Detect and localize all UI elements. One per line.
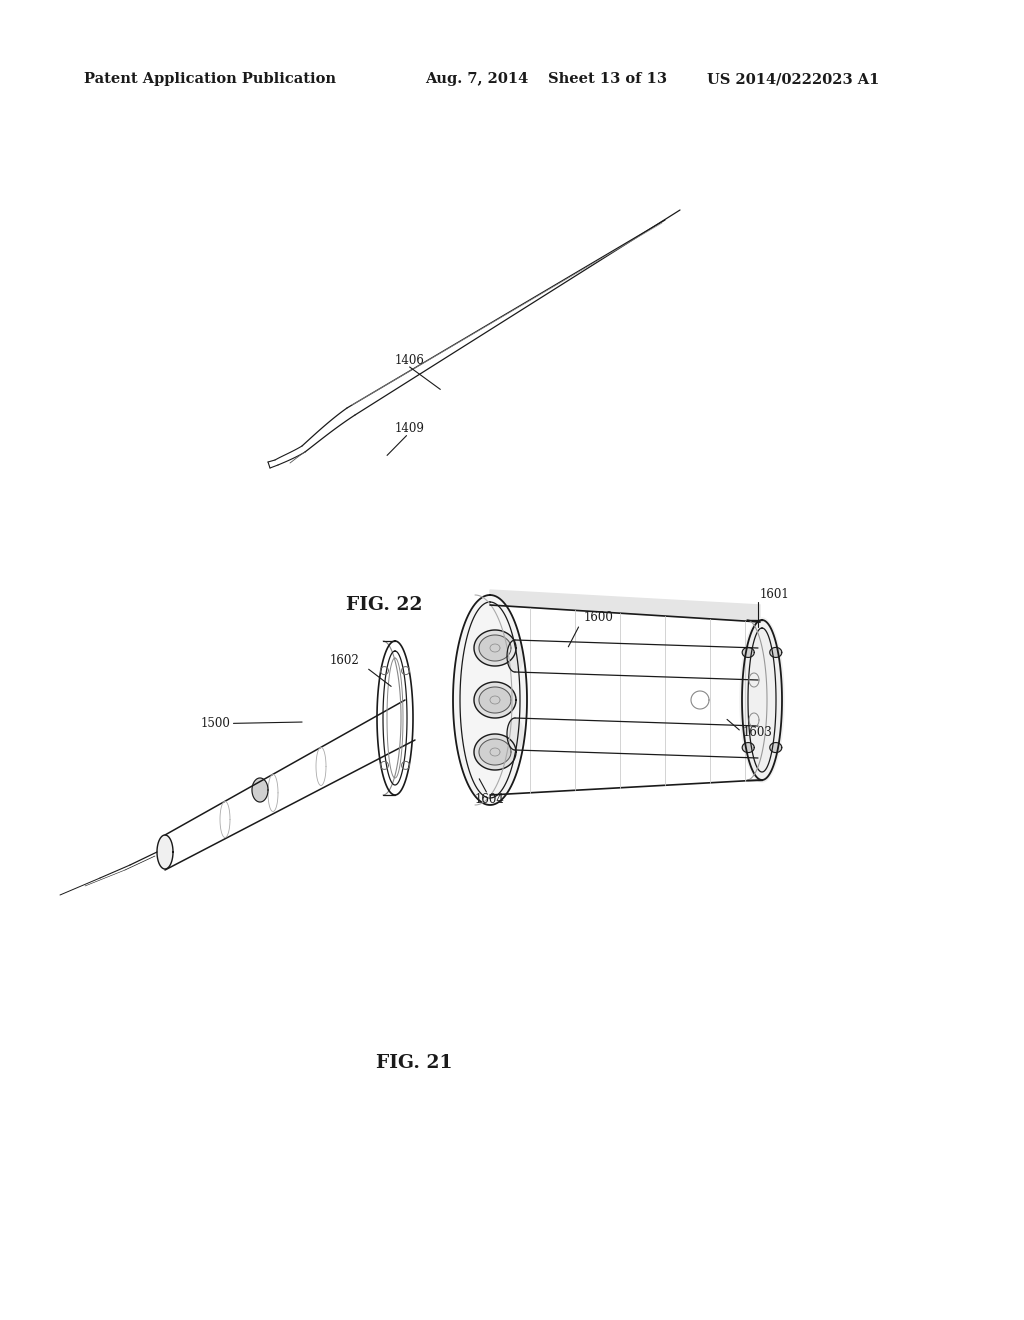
Text: 1600: 1600 [584, 611, 613, 624]
Polygon shape [742, 647, 755, 657]
Polygon shape [742, 743, 755, 752]
Text: FIG. 22: FIG. 22 [346, 595, 422, 614]
Polygon shape [474, 734, 516, 770]
Polygon shape [490, 590, 760, 622]
Polygon shape [507, 718, 523, 750]
Text: 1601: 1601 [760, 587, 790, 601]
Polygon shape [474, 682, 516, 718]
Text: Aug. 7, 2014: Aug. 7, 2014 [425, 73, 528, 86]
Text: 1603: 1603 [742, 726, 772, 739]
Text: Sheet 13 of 13: Sheet 13 of 13 [548, 73, 667, 86]
Text: 1409: 1409 [394, 422, 424, 436]
Polygon shape [479, 635, 511, 661]
Polygon shape [157, 836, 173, 869]
Polygon shape [474, 630, 516, 667]
Text: 1500: 1500 [201, 717, 230, 730]
Polygon shape [252, 777, 268, 803]
Text: 1602: 1602 [330, 653, 359, 667]
Polygon shape [770, 743, 781, 752]
Polygon shape [479, 739, 511, 766]
Text: 1406: 1406 [394, 354, 424, 367]
Text: Patent Application Publication: Patent Application Publication [84, 73, 336, 86]
Polygon shape [507, 640, 523, 672]
Text: 1604: 1604 [474, 793, 505, 807]
Text: FIG. 21: FIG. 21 [377, 1053, 453, 1072]
Text: US 2014/0222023 A1: US 2014/0222023 A1 [707, 73, 879, 86]
Polygon shape [453, 595, 527, 805]
Polygon shape [770, 647, 781, 657]
Polygon shape [740, 618, 784, 781]
Polygon shape [479, 686, 511, 713]
